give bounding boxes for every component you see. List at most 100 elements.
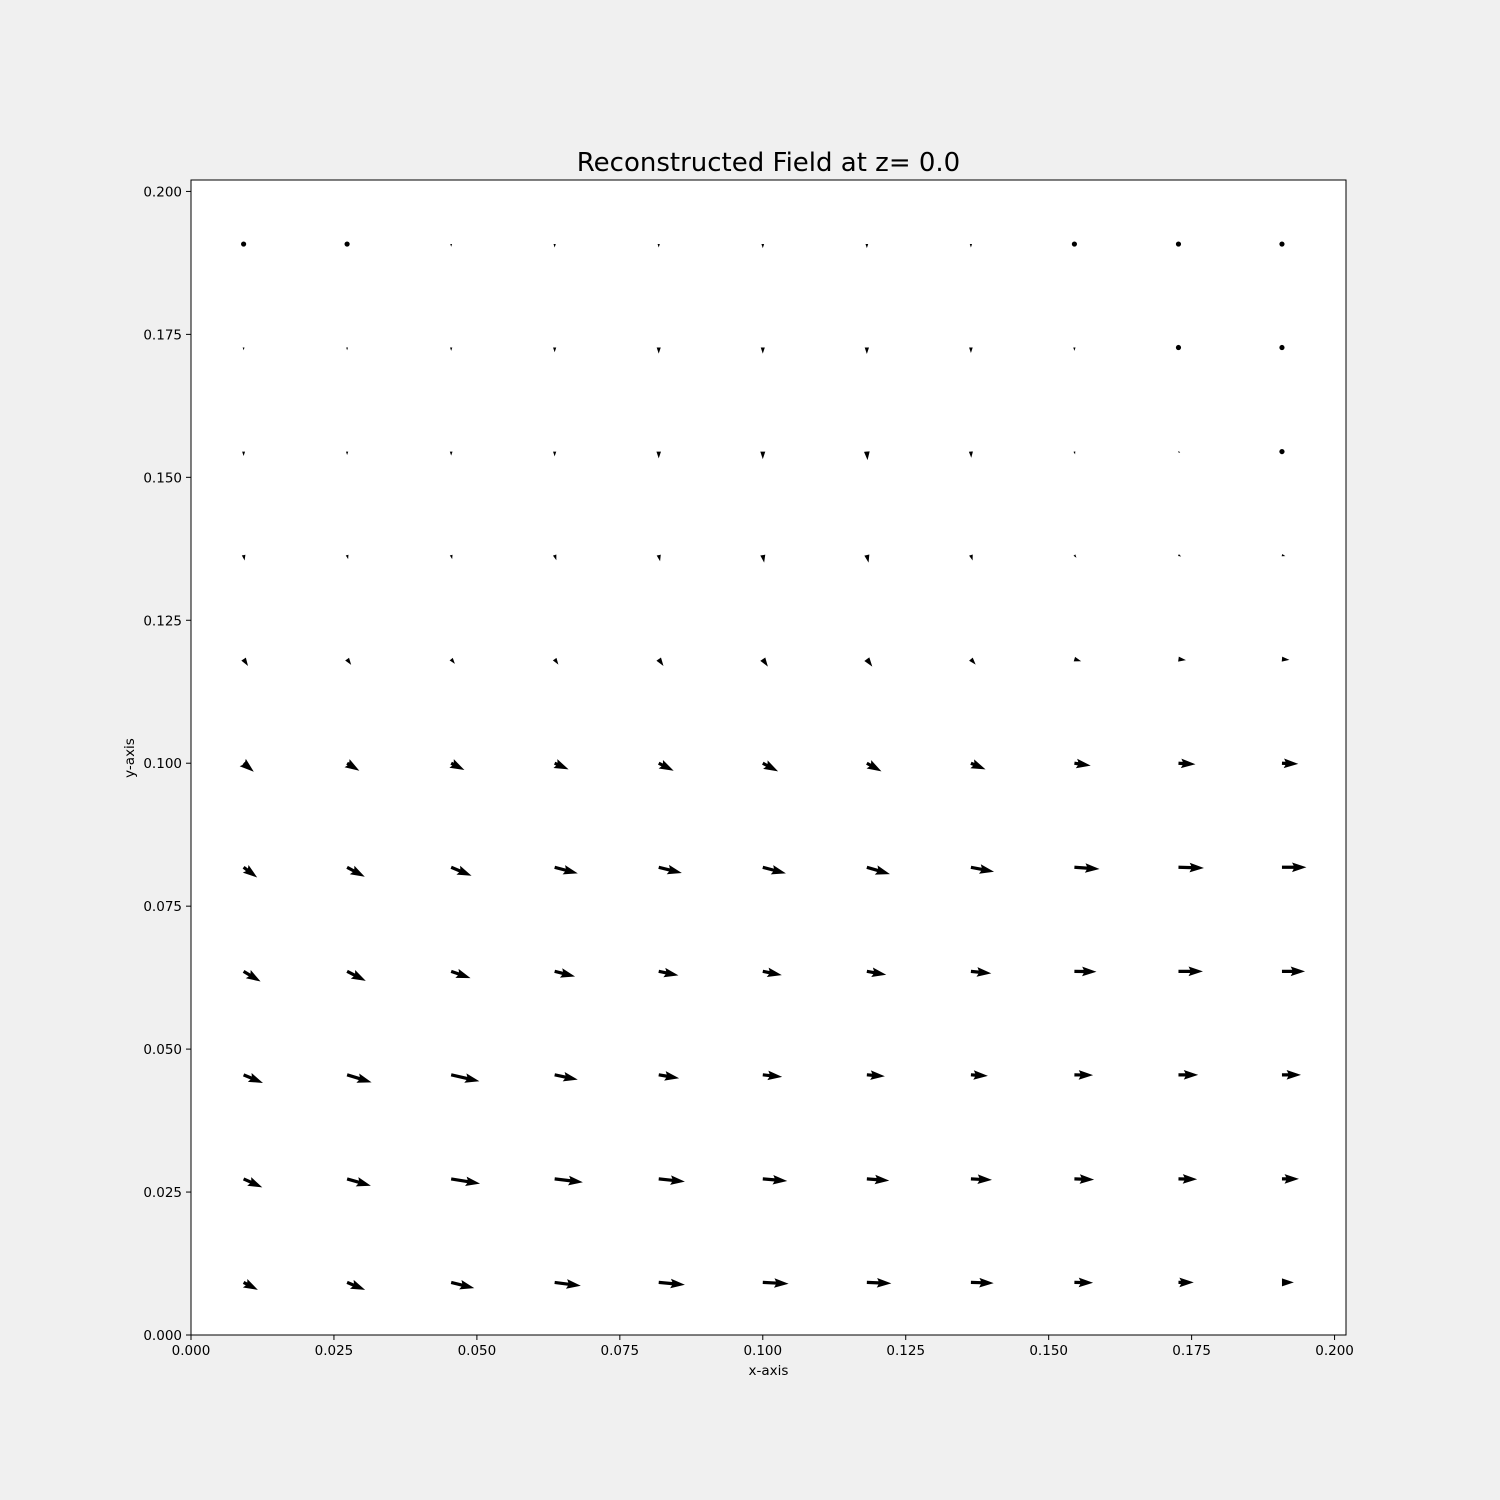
vector-arrow [1279, 241, 1285, 247]
vector-arrow [242, 1278, 258, 1290]
vector-arrow [1074, 966, 1097, 977]
vector-arrow [656, 347, 661, 354]
vector-arrow [242, 1072, 263, 1083]
vector-arrow [242, 451, 246, 457]
arrow-layer [239, 241, 1307, 1290]
vector-arrow [970, 967, 992, 977]
x-tick-label: 0.025 [315, 1343, 354, 1359]
vector-arrow [1281, 1174, 1299, 1184]
vector-arrow [554, 1175, 583, 1186]
vector-arrow [658, 864, 682, 875]
x-axis-ticks: 0.000 0.025 0.050 0.075 0.100 0.125 0.150 0.175… [172, 1335, 1354, 1359]
y-tick-label: 0.125 [143, 613, 182, 629]
y-tick-label: 0.050 [143, 1042, 182, 1058]
vector-arrow [1281, 966, 1306, 977]
y-axis-label: y-axis [122, 738, 138, 778]
vector-arrow [449, 451, 453, 456]
vector-arrow [658, 1071, 680, 1081]
vector-arrow [450, 1280, 475, 1290]
vector-arrow [762, 967, 782, 978]
vector-arrow [554, 1279, 581, 1289]
vector-arrow [658, 1278, 685, 1289]
vector-arrow [1281, 656, 1290, 662]
vector-arrow [1074, 758, 1091, 769]
vector-arrow [970, 759, 986, 770]
vector-arrow [344, 241, 350, 247]
vector-arrow [864, 657, 873, 667]
vector-arrow [762, 760, 779, 772]
x-tick-label: 0.050 [458, 1343, 497, 1359]
vector-arrow [553, 759, 569, 770]
vector-arrow [762, 865, 786, 875]
vector-arrow [969, 244, 973, 248]
vector-arrow [242, 865, 258, 878]
x-tick-label: 0.175 [1172, 1343, 1211, 1359]
vector-arrow [553, 451, 557, 457]
vector-arrow [762, 1278, 789, 1288]
vector-arrow [1178, 966, 1203, 977]
y-tick-label: 0.000 [143, 1328, 182, 1344]
vector-arrow [866, 1278, 892, 1288]
vector-arrow [346, 1073, 372, 1083]
x-axis-label: x-axis [749, 1363, 789, 1379]
vector-arrow [554, 1071, 578, 1082]
vector-arrow [760, 554, 766, 563]
vector-arrow [1074, 1174, 1095, 1184]
vector-arrow [866, 1070, 885, 1080]
vector-arrow [450, 347, 453, 351]
vector-arrow [1281, 758, 1299, 769]
vector-arrow [1281, 1278, 1294, 1287]
x-tick-label: 0.150 [1029, 1343, 1068, 1359]
vector-arrow [241, 554, 246, 561]
vector-arrow [658, 759, 674, 771]
vector-arrow [864, 554, 870, 563]
vector-arrow [866, 760, 882, 772]
vector-arrow [553, 244, 556, 248]
vector-arrow [1178, 656, 1186, 662]
vector-arrow [658, 1175, 685, 1185]
vector-arrow [1074, 1070, 1094, 1080]
vector-arrow [969, 657, 976, 665]
vector-arrow [449, 554, 453, 560]
vector-arrow [552, 657, 559, 665]
x-tick-label: 0.000 [172, 1343, 211, 1359]
y-tick-label: 0.150 [143, 470, 182, 486]
vector-arrow [761, 244, 765, 249]
vector-arrow [239, 758, 254, 772]
vector-arrow [346, 1279, 366, 1290]
vector-arrow [450, 1073, 480, 1083]
vector-arrow [1178, 1174, 1198, 1184]
vector-arrow [864, 451, 870, 461]
y-axis-ticks: 0.000 0.025 0.050 0.075 0.100 0.125 0.150 0.175… [143, 184, 191, 1344]
x-tick-label: 0.125 [886, 1343, 925, 1359]
vector-arrow [1175, 344, 1182, 351]
axes-frame [190, 179, 1347, 1336]
vector-arrow [552, 554, 557, 561]
vector-arrow [1073, 656, 1082, 662]
vector-arrow [1178, 554, 1182, 557]
vector-arrow [346, 969, 366, 981]
vector-arrow [864, 347, 869, 354]
chart-title: Reconstructed Field at z= 0.0 [577, 148, 960, 178]
vector-arrow [1178, 1277, 1194, 1288]
vector-arrow [1074, 863, 1100, 873]
vector-arrow [344, 759, 360, 771]
vector-arrow [242, 1177, 263, 1188]
vector-arrow [865, 244, 869, 249]
vector-arrow [1178, 862, 1204, 873]
vector-arrow [554, 968, 576, 978]
x-tick-label: 0.075 [601, 1343, 640, 1359]
vector-arrow [1071, 241, 1078, 247]
plot-area [191, 180, 1346, 1335]
vector-arrow [760, 657, 768, 667]
vector-arrow [1073, 554, 1077, 558]
vector-arrow [969, 554, 973, 561]
vector-arrow [866, 967, 887, 977]
vector-arrow [1178, 1070, 1199, 1080]
vector-arrow [1175, 241, 1182, 247]
vector-arrow [449, 759, 465, 771]
vector-arrow [346, 865, 365, 877]
vector-arrow [345, 657, 352, 665]
vector-arrow [241, 657, 249, 666]
